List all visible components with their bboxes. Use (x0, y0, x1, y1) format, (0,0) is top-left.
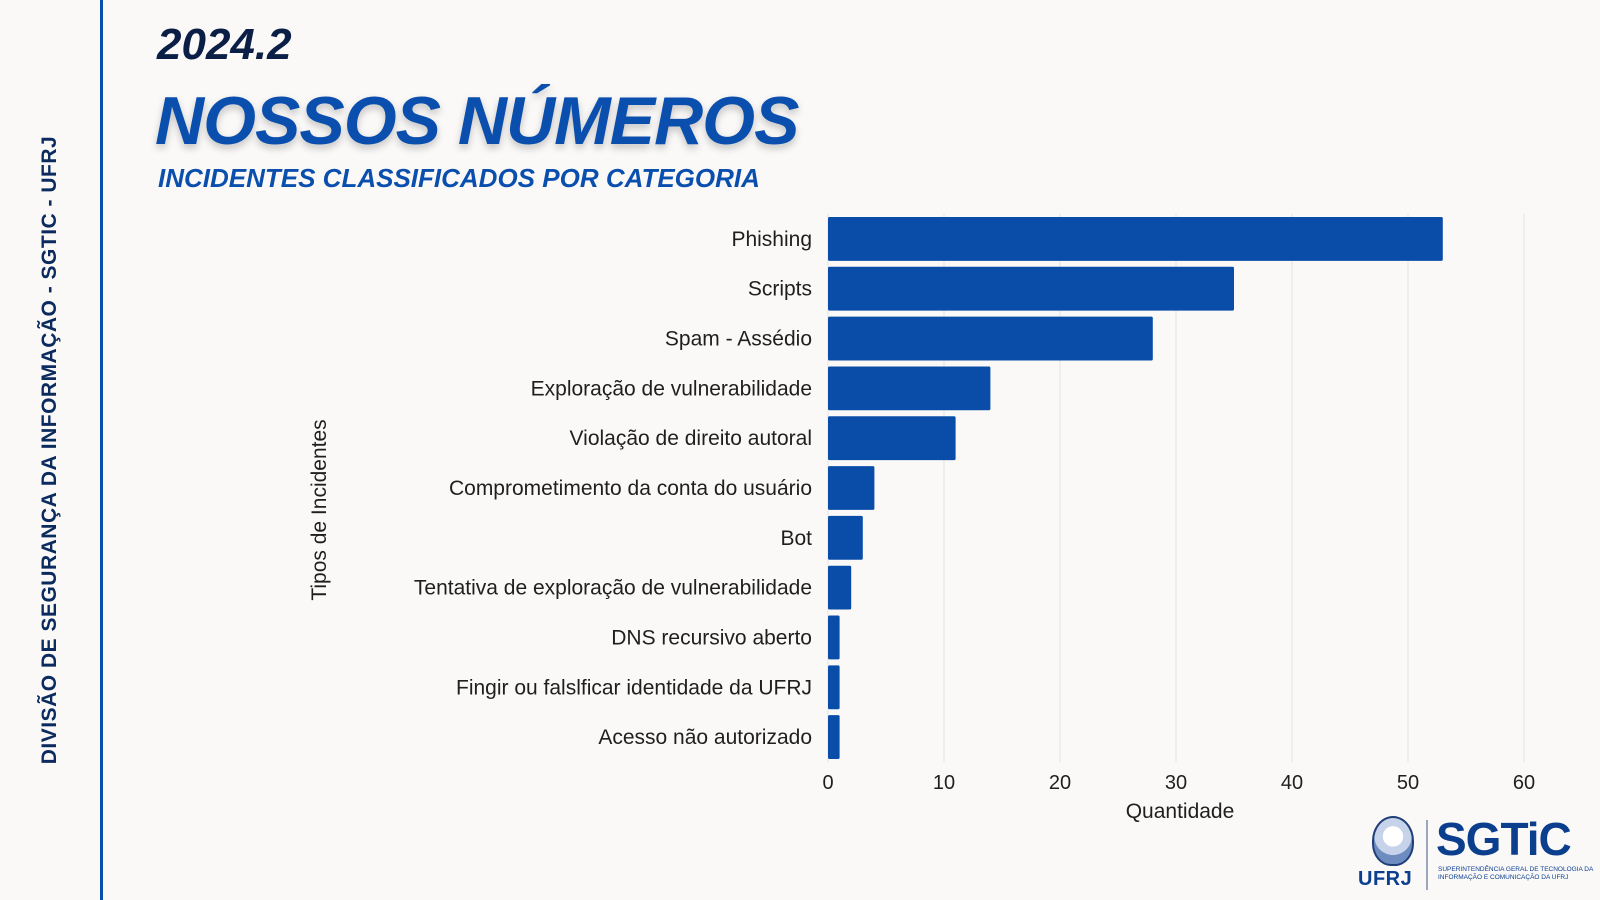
x-axis-title: Quantidade (1126, 800, 1235, 823)
category-label: Phishing (731, 228, 812, 251)
ufrj-emblem-icon (1372, 816, 1414, 866)
side-divider (100, 0, 103, 900)
bar (828, 316, 1153, 361)
page-subtitle: INCIDENTES CLASSIFICADOS POR CATEGORIA (158, 163, 760, 193)
bar (828, 565, 852, 610)
x-tick-label: 20 (1049, 772, 1071, 794)
sgtic-logo-text: SGTiC (1436, 813, 1572, 865)
x-tick-label: 40 (1281, 772, 1303, 794)
category-label: Violação de direito autoral (570, 427, 812, 450)
category-label: Bot (780, 527, 812, 550)
bar (828, 266, 1234, 311)
bar (828, 366, 991, 411)
category-label: Tentativa de exploração de vulnerabilida… (414, 577, 812, 600)
x-tick-label: 60 (1513, 772, 1535, 794)
y-axis-title: Tipos de Incidentes (308, 419, 331, 600)
bar (828, 416, 956, 461)
category-label: Fingir ou falslficar identidade da UFRJ (456, 676, 812, 699)
category-label: Spam - Assédio (665, 328, 812, 351)
ufrj-logo-text: UFRJ (1358, 868, 1413, 890)
period-title: 2024.2 (157, 20, 292, 69)
category-label: DNS recursivo aberto (611, 626, 812, 649)
logo-divider (1426, 820, 1428, 890)
category-label: Acesso não autorizado (598, 726, 812, 749)
page-title: NOSSOS NÚMEROS (155, 83, 799, 159)
category-label: Exploração de vulnerabilidade (531, 377, 812, 400)
x-tick-label: 10 (933, 772, 955, 794)
x-tick-label: 50 (1397, 772, 1419, 794)
logo-block: UFRJ SGTiC Superintendência Geral de Tec… (1358, 812, 1598, 894)
sgtic-logo-subtitle: Superintendência Geral de Tecnologia da … (1438, 866, 1593, 881)
bar (828, 515, 863, 560)
bar (828, 216, 1443, 261)
category-label: Comprometimento da conta do usuário (449, 477, 812, 500)
bar (828, 715, 840, 760)
x-tick-label: 30 (1165, 772, 1187, 794)
category-label: Scripts (748, 278, 812, 301)
x-tick-label: 0 (822, 772, 833, 794)
bar (828, 466, 875, 510)
bar (828, 615, 840, 660)
bar (828, 665, 840, 710)
